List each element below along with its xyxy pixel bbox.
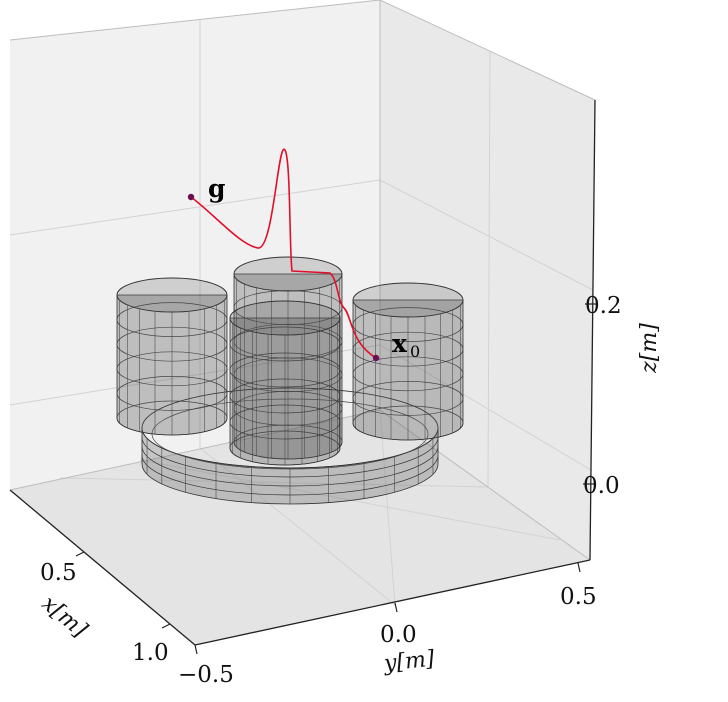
y-tick-label: −0.5 bbox=[178, 662, 234, 688]
tick-marks bbox=[75, 303, 596, 655]
pane-group bbox=[10, 0, 595, 645]
y-tick-mark bbox=[577, 562, 581, 573]
pane-edges bbox=[9, 0, 596, 561]
axis-lines bbox=[9, 99, 596, 646]
goal-annotation: g bbox=[208, 174, 225, 203]
y-tick-label: 0.0 bbox=[380, 622, 417, 648]
obstacle-ring bbox=[141, 387, 439, 505]
z-axis-label: z[m] bbox=[637, 323, 662, 374]
goal-point bbox=[187, 193, 195, 201]
cylinder-top bbox=[233, 256, 343, 292]
cylinder-top bbox=[352, 282, 464, 318]
obstacle-cylinder bbox=[233, 256, 343, 460]
pane-floor bbox=[10, 410, 590, 645]
x-tick-mark bbox=[75, 551, 85, 557]
x-axis-label: x[m] bbox=[37, 591, 92, 643]
obstacles bbox=[116, 256, 464, 505]
x-tick-label: 0.5 bbox=[40, 560, 77, 586]
pane-right bbox=[380, 0, 595, 560]
start-annotation-subscript: 0 bbox=[410, 342, 420, 361]
x-tick-label: 1.0 bbox=[132, 640, 169, 666]
x-axis-line bbox=[9, 489, 196, 646]
y-tick-label: 0.5 bbox=[560, 584, 597, 610]
cylinder-top bbox=[229, 300, 341, 336]
z-axis-line bbox=[589, 99, 596, 561]
z-tick-label: 0.2 bbox=[585, 293, 622, 319]
start-annotation: x bbox=[392, 329, 408, 358]
pane-left bbox=[10, 0, 380, 490]
z-tick-label: 0.0 bbox=[583, 473, 620, 499]
obstacle-cylinder bbox=[116, 277, 228, 436]
grid-lines bbox=[9, 20, 594, 606]
obstacle-cylinder bbox=[352, 282, 464, 441]
obstacle-cylinder bbox=[229, 300, 341, 466]
cylinder-top bbox=[116, 277, 228, 313]
y-tick-mark bbox=[394, 602, 398, 613]
start-point bbox=[372, 354, 380, 362]
y-axis-label: y[m] bbox=[382, 646, 436, 676]
x-tick-mark bbox=[161, 623, 171, 629]
y-axis-line bbox=[194, 559, 591, 646]
y-tick-mark bbox=[194, 644, 198, 655]
trajectory-line bbox=[190, 148, 377, 359]
